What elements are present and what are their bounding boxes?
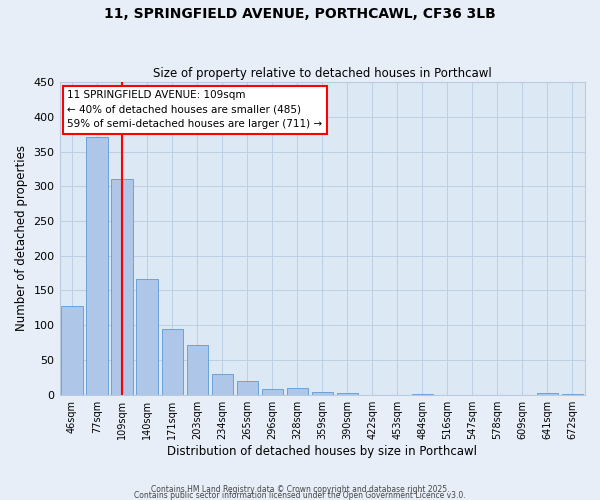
Bar bbox=[136, 278, 158, 394]
Bar bbox=[287, 388, 308, 394]
Title: Size of property relative to detached houses in Porthcawl: Size of property relative to detached ho… bbox=[153, 66, 491, 80]
Bar bbox=[61, 306, 83, 394]
Y-axis label: Number of detached properties: Number of detached properties bbox=[15, 146, 28, 332]
Text: Contains HM Land Registry data © Crown copyright and database right 2025.: Contains HM Land Registry data © Crown c… bbox=[151, 484, 449, 494]
Bar bbox=[187, 346, 208, 395]
Bar bbox=[262, 389, 283, 394]
Bar bbox=[161, 328, 183, 394]
Bar bbox=[311, 392, 333, 394]
Text: 11, SPRINGFIELD AVENUE, PORTHCAWL, CF36 3LB: 11, SPRINGFIELD AVENUE, PORTHCAWL, CF36 … bbox=[104, 8, 496, 22]
Text: Contains public sector information licensed under the Open Government Licence v3: Contains public sector information licen… bbox=[134, 490, 466, 500]
Bar bbox=[86, 137, 108, 394]
Bar bbox=[212, 374, 233, 394]
Bar bbox=[236, 381, 258, 394]
Text: 11 SPRINGFIELD AVENUE: 109sqm
← 40% of detached houses are smaller (485)
59% of : 11 SPRINGFIELD AVENUE: 109sqm ← 40% of d… bbox=[67, 90, 323, 130]
Bar bbox=[112, 180, 133, 394]
X-axis label: Distribution of detached houses by size in Porthcawl: Distribution of detached houses by size … bbox=[167, 444, 477, 458]
